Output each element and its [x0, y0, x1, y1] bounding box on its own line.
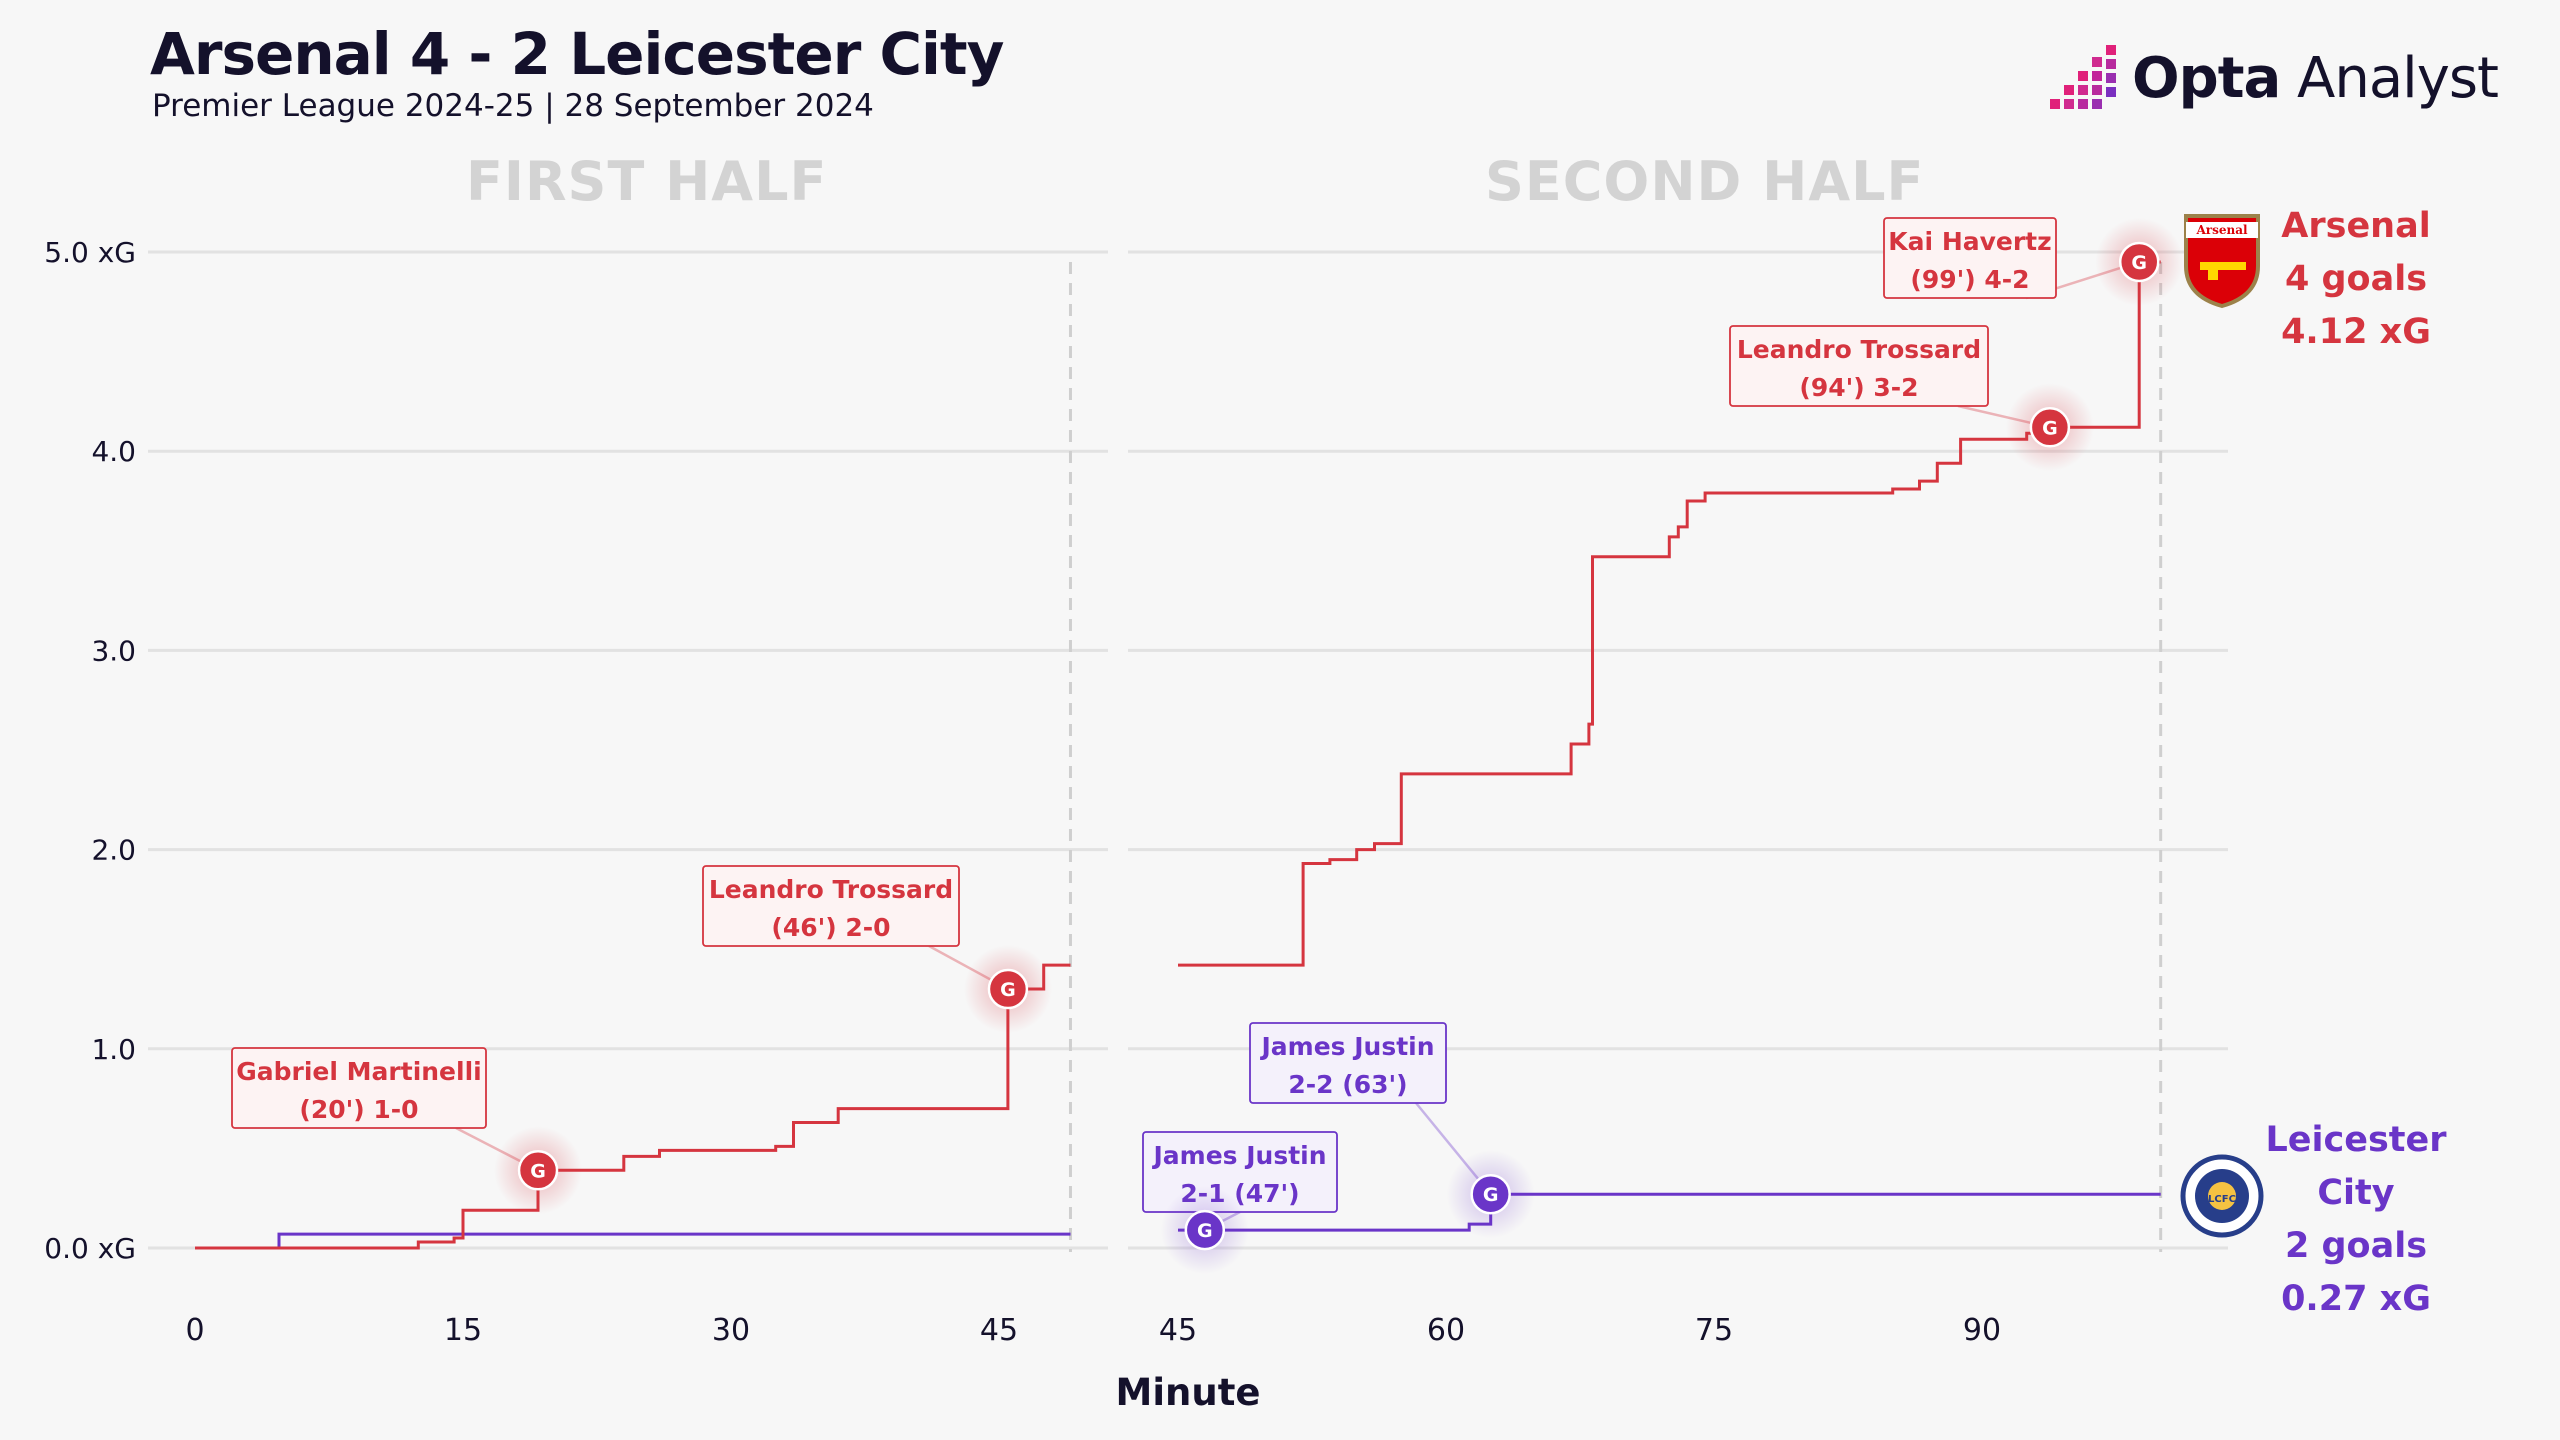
- arsenal-crest-icon: Arsenal: [2184, 214, 2260, 309]
- x-tick-label: 30: [712, 1313, 750, 1348]
- goal-label-box: [1729, 325, 1989, 407]
- goal-marker: [987, 968, 1029, 1010]
- leicester-crest-icon: LCFC: [2180, 1154, 2264, 1238]
- arsenal-goals: 4 goals: [2284, 259, 2428, 299]
- leicester-goals: 2 goals: [2284, 1226, 2428, 1266]
- leicester-summary: Leicester City 2 goals 0.27 xG: [2232, 1114, 2480, 1326]
- goal-marker: [1470, 1173, 1511, 1215]
- goal-scorer: James Justin: [1259, 1032, 1434, 1061]
- team-crests: Arsenal LCFC: [2180, 214, 2264, 1238]
- brand-name: Opta Analyst: [2132, 45, 2499, 111]
- goal-marker: [517, 1150, 559, 1191]
- leicester-xg: 0.27 xG: [2281, 1279, 2431, 1319]
- goal-marker-label: G: [530, 1160, 546, 1182]
- arsenal-cannon: [2200, 262, 2246, 280]
- x-tick-label: 75: [1695, 1313, 1733, 1348]
- second-half-label: SECOND HALF: [1485, 150, 1925, 213]
- axes: 0.0 xG 1.0 2.0 3.0 4.0 5.0 xG 0 15 30 45 45 60 75 90 M…: [44, 236, 2001, 1414]
- leicester-fox: [2208, 1182, 2236, 1210]
- chart-title: Arsenal 4 - 2 Leicester City: [150, 20, 1004, 88]
- goal-marker: [1184, 1209, 1226, 1251]
- leicester-name: Leicester City: [2265, 1120, 2447, 1213]
- arsenal-banner: [2186, 222, 2258, 238]
- goal-scorer: Kai Havertz: [1888, 227, 2051, 256]
- goal-detail: (94') 3-2: [1799, 373, 1918, 402]
- x-tick-label: 45: [980, 1313, 1018, 1348]
- goal-scorer: James Justin: [1151, 1141, 1326, 1170]
- goal-label-box: [231, 1047, 487, 1129]
- y-tick-label: 0.0 xG: [44, 1232, 136, 1265]
- x-tick-label: 90: [1963, 1313, 2001, 1348]
- y-tick-label: 1.0: [91, 1033, 136, 1066]
- goal-scorer: Leandro Trossard: [1737, 335, 1981, 364]
- x-axis-label: Minute: [1116, 1371, 1261, 1414]
- goal-scorer: Gabriel Martinelli: [236, 1057, 481, 1086]
- goal-detail: 2-2 (63'): [1288, 1070, 1407, 1099]
- arsenal-xg-line-2: [1178, 260, 2161, 967]
- goal-label-box: [1883, 217, 2057, 299]
- goal-marker-label: G: [2131, 252, 2147, 274]
- arsenal-xg: 4.12 xG: [2281, 312, 2431, 352]
- arsenal-shield: [2184, 214, 2260, 309]
- x-tick-label: 45: [1159, 1313, 1197, 1348]
- arsenal-summary: Arsenal 4 goals 4.12 xG: [2262, 200, 2450, 359]
- first-half-label: FIRST HALF: [466, 150, 828, 213]
- arsenal-crest-text: Arsenal: [2195, 223, 2248, 237]
- goal-marker-label: G: [1483, 1184, 1499, 1206]
- leicester-city-xg-line-1: [195, 1232, 1071, 1250]
- opta-logo-icon: [2050, 45, 2116, 109]
- x-tick-label: 60: [1427, 1313, 1465, 1348]
- opta-analyst-logo: Opta Analyst: [2048, 38, 2499, 118]
- goal-marker-label: G: [1197, 1220, 1213, 1242]
- goal-detail: (99') 4-2: [1910, 265, 2029, 294]
- goal-marker-label: G: [1000, 979, 1016, 1001]
- arsenal-name: Arsenal: [2281, 206, 2431, 246]
- y-tick-label: 4.0: [91, 435, 136, 468]
- goal-scorer: Leandro Trossard: [709, 875, 953, 904]
- goal-marker: [2029, 407, 2071, 448]
- goal-label-box: [1249, 1022, 1447, 1104]
- leicester-crest-text: LCFC: [2208, 1194, 2236, 1205]
- x-tick-label: 0: [185, 1313, 204, 1348]
- arsenal-xg-line-1: [195, 963, 1071, 1250]
- goal-detail: (46') 2-0: [771, 913, 890, 942]
- goal-marker-label: G: [2042, 417, 2058, 439]
- xg-lines: [195, 260, 2161, 1250]
- goal-label-box: [702, 865, 960, 947]
- goal-annotations: Gabriel Martinelli (20') 1-0 G Leandro Tros…: [231, 217, 2184, 1275]
- goal-marker: [2118, 241, 2160, 283]
- chart-subtitle: Premier League 2024-25 | 28 September 20…: [152, 88, 874, 124]
- y-tick-label: 5.0 xG: [44, 236, 136, 269]
- y-tick-label: 2.0: [91, 834, 136, 867]
- x-tick-label: 15: [444, 1313, 482, 1348]
- y-tick-label: 3.0: [91, 634, 136, 667]
- goal-detail: (20') 1-0: [299, 1095, 418, 1124]
